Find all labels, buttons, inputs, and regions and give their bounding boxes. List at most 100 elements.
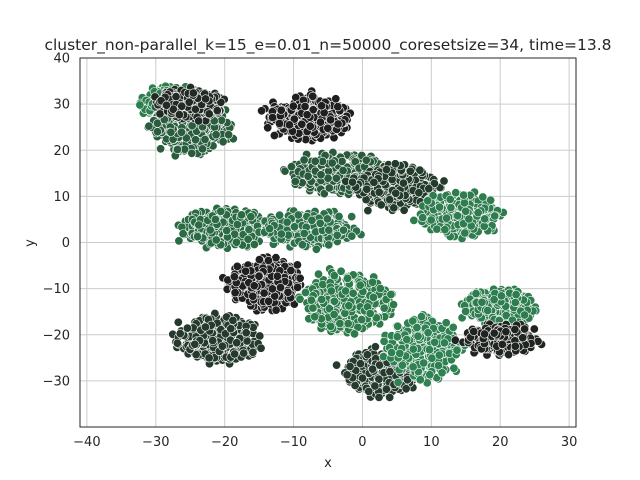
data-point — [327, 158, 337, 168]
data-point — [271, 305, 281, 315]
data-point — [188, 88, 198, 98]
data-point — [317, 101, 327, 111]
data-point — [323, 123, 333, 133]
data-point — [286, 265, 296, 275]
data-point — [275, 210, 285, 220]
data-point — [368, 277, 378, 287]
data-point — [263, 123, 273, 133]
data-point — [478, 192, 488, 202]
data-point — [424, 345, 434, 355]
data-point — [381, 384, 391, 394]
data-point — [449, 363, 459, 373]
data-point — [425, 370, 435, 380]
data-point — [211, 235, 221, 245]
data-point — [222, 226, 232, 236]
data-point — [293, 210, 303, 220]
data-point — [232, 338, 242, 348]
data-point — [348, 288, 358, 298]
data-point — [301, 135, 311, 145]
data-point — [335, 318, 345, 328]
data-point — [397, 360, 407, 370]
data-point — [363, 206, 373, 216]
data-point — [175, 329, 185, 339]
data-point — [391, 188, 401, 198]
data-point — [378, 352, 388, 362]
data-point — [413, 331, 423, 341]
data-point — [194, 220, 204, 230]
data-point — [324, 240, 334, 250]
data-point — [324, 225, 334, 235]
data-point — [200, 322, 210, 332]
data-point — [331, 94, 341, 104]
data-point — [216, 206, 226, 216]
data-point — [198, 144, 208, 154]
data-point — [322, 214, 332, 224]
data-point — [217, 341, 227, 351]
data-point — [200, 135, 210, 145]
data-point — [228, 315, 238, 325]
data-point — [216, 97, 226, 107]
data-point — [489, 295, 499, 305]
data-point — [144, 121, 154, 131]
data-point — [232, 261, 242, 271]
data-point — [370, 342, 380, 352]
data-point — [361, 155, 371, 165]
data-point — [332, 360, 342, 370]
data-point — [295, 273, 305, 283]
data-point — [364, 386, 374, 396]
data-point — [210, 215, 220, 225]
data-point — [173, 317, 183, 327]
data-point — [423, 328, 433, 338]
data-point — [387, 348, 397, 358]
data-point — [315, 218, 325, 228]
data-point — [401, 384, 411, 394]
data-point — [248, 347, 258, 357]
data-point — [297, 240, 307, 250]
data-point — [490, 211, 500, 221]
data-point — [386, 289, 396, 299]
data-point — [358, 373, 368, 383]
data-point — [345, 361, 355, 371]
data-point — [244, 225, 254, 235]
data-point — [409, 215, 419, 225]
data-point — [375, 283, 385, 293]
data-point — [230, 288, 240, 298]
data-point — [334, 212, 344, 222]
data-point — [174, 110, 184, 120]
data-point — [268, 113, 278, 123]
data-point — [313, 269, 323, 279]
data-point — [434, 350, 444, 360]
data-point — [477, 297, 487, 307]
data-point — [331, 173, 341, 183]
data-point — [317, 294, 327, 304]
data-point — [388, 300, 398, 310]
data-point — [439, 176, 449, 186]
data-point — [423, 196, 433, 206]
data-point — [275, 282, 285, 292]
data-point — [315, 117, 325, 127]
data-point — [520, 310, 530, 320]
data-point — [385, 392, 395, 402]
data-point — [237, 210, 247, 220]
data-point — [324, 183, 334, 193]
data-point — [155, 109, 165, 119]
data-point — [338, 166, 348, 176]
data-point — [416, 312, 426, 322]
data-point — [326, 321, 336, 331]
data-point — [448, 322, 458, 332]
data-point — [415, 375, 425, 385]
data-point — [267, 284, 277, 294]
data-point — [269, 131, 279, 141]
data-point — [316, 170, 326, 180]
data-point — [480, 214, 490, 224]
data-point — [473, 208, 483, 218]
data-point — [318, 279, 328, 289]
data-point — [191, 135, 201, 145]
data-point — [156, 144, 166, 154]
data-point — [177, 101, 187, 111]
data-point — [307, 215, 317, 225]
data-point — [433, 360, 443, 370]
data-point — [368, 292, 378, 302]
data-point — [208, 336, 218, 346]
